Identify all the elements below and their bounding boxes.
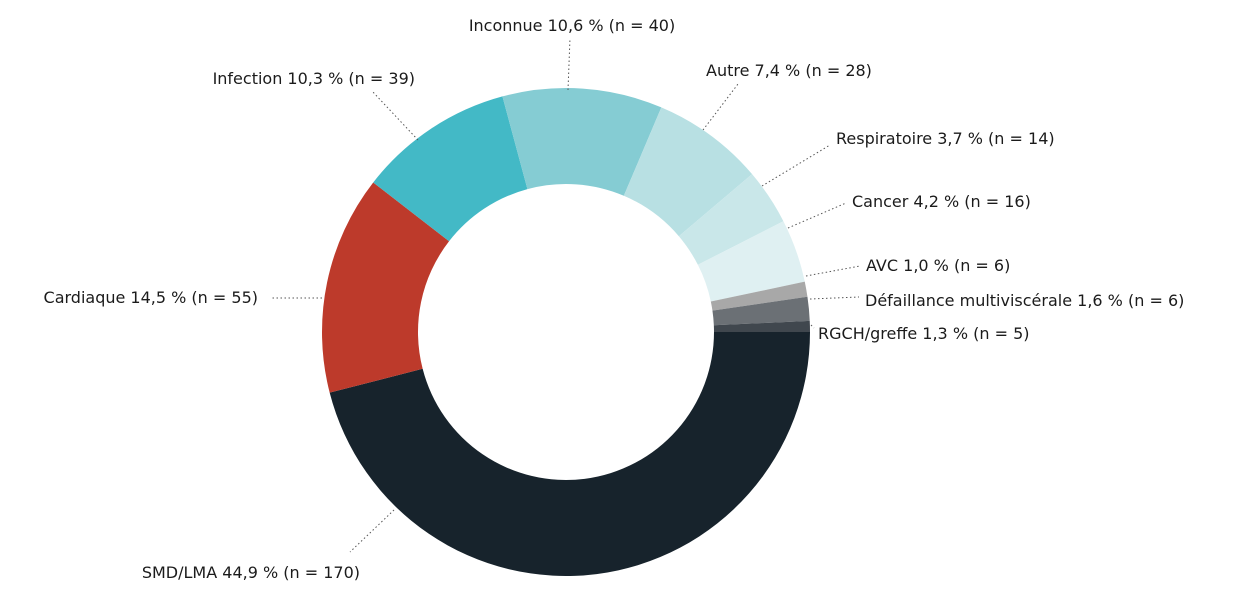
label-category: Cancer xyxy=(852,192,909,211)
label-count: (n = 5) xyxy=(968,324,1029,343)
label-percent: 14,5 % xyxy=(125,288,186,307)
label-percent: 3,7 % xyxy=(932,129,983,148)
label-count: (n = 6) xyxy=(1123,291,1184,310)
slice-cardiaque xyxy=(322,182,450,393)
label-count: (n = 6) xyxy=(949,256,1010,275)
label-category: Autre xyxy=(706,61,749,80)
leader-respiratoire xyxy=(761,144,831,187)
label-count: (n = 40) xyxy=(604,16,676,35)
label-percent: 10,6 % xyxy=(543,16,604,35)
slice-infection xyxy=(373,96,528,242)
label-percent: 10,3 % xyxy=(282,69,343,88)
label-category: Inconnue xyxy=(469,16,543,35)
label-respiratoire: Respiratoire 3,7 % (n = 14) xyxy=(836,129,1055,148)
label-percent: 4,2 % xyxy=(908,192,959,211)
slice-autre xyxy=(623,107,753,237)
label-smd-lma: SMD/LMA 44,9 % (n = 170) xyxy=(142,563,360,582)
label-count: (n = 39) xyxy=(343,69,415,88)
chart-slices xyxy=(322,88,810,576)
label-percent: 7,4 % xyxy=(749,61,800,80)
label-cancer: Cancer 4,2 % (n = 16) xyxy=(852,192,1031,211)
label-count: (n = 170) xyxy=(278,563,360,582)
label-rgch-greffe: RGCH/greffe 1,3 % (n = 5) xyxy=(818,324,1030,343)
slice-cancer xyxy=(697,221,805,302)
label-category: Infection xyxy=(213,69,283,88)
leader-avc xyxy=(805,265,861,277)
slice-inconnue xyxy=(502,88,662,196)
leader-infection xyxy=(371,90,419,141)
slice-avc xyxy=(710,281,808,311)
slice-smd-lma xyxy=(329,332,810,576)
slice-labels: SMD/LMA 44,9 % (n = 170) Cardiaque 14,5 %… xyxy=(44,16,1185,582)
leader-autre xyxy=(702,83,739,131)
label-percent: 1,6 % xyxy=(1072,291,1123,310)
label-category: Cardiaque xyxy=(44,288,126,307)
leader-lines xyxy=(270,37,861,553)
leader-cancer xyxy=(787,202,847,229)
label-defaillance-multiviscerale: Défaillance multiviscérale 1,6 % (n = 6) xyxy=(865,291,1184,310)
slice-respiratoire xyxy=(678,174,784,265)
label-percent: 1,0 % xyxy=(898,256,949,275)
slice-rgch-greffe xyxy=(713,320,810,332)
leader-smd-lma xyxy=(349,509,395,553)
label-count: (n = 55) xyxy=(186,288,258,307)
label-category: AVC xyxy=(866,256,898,275)
leader-defaillance-multiviscerale xyxy=(809,296,860,300)
label-category: Respiratoire xyxy=(836,129,932,148)
slice-defaillance-multiviscerale xyxy=(712,296,810,326)
leader-rgch-greffe xyxy=(810,324,815,329)
label-category: RGCH/greffe xyxy=(818,324,917,343)
label-count: (n = 14) xyxy=(983,129,1055,148)
label-category: Défaillance multiviscérale xyxy=(865,291,1072,310)
label-percent: 44,9 % xyxy=(217,563,278,582)
label-count: (n = 16) xyxy=(959,192,1031,211)
label-category: SMD/LMA xyxy=(142,563,217,582)
label-autre: Autre 7,4 % (n = 28) xyxy=(706,61,872,80)
label-percent: 1,3 % xyxy=(917,324,968,343)
label-cardiaque: Cardiaque 14,5 % (n = 55) xyxy=(44,288,258,307)
label-count: (n = 28) xyxy=(800,61,872,80)
label-inconnue: Inconnue 10,6 % (n = 40) xyxy=(469,16,675,35)
label-infection: Infection 10,3 % (n = 39) xyxy=(213,69,415,88)
leader-inconnue xyxy=(567,37,571,91)
label-avc: AVC 1,0 % (n = 6) xyxy=(866,256,1010,275)
